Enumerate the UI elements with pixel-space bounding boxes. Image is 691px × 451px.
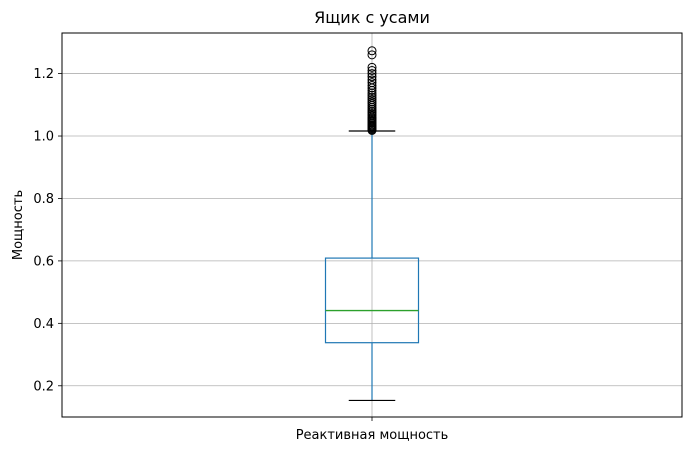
outlier-point [367,90,377,100]
x-tick-label: Реактивная мощность [296,428,449,443]
y-axis-label: Мощность [11,190,26,260]
outlier-point [367,65,377,75]
y-tick-label: 0.6 [33,254,54,269]
outlier-point [367,78,377,88]
outlier-point [367,92,377,102]
outlier-point [367,50,377,60]
y-tick-label: 0.8 [33,192,54,207]
plot-frame [61,32,683,418]
outlier-point [367,46,377,56]
outlier-point [367,88,377,98]
y-tick-label: 1.0 [33,130,54,145]
y-axis-ticks: 0.2 0.4 0.6 0.8 1.0 1.2 [33,67,62,394]
box-group [324,46,420,402]
y-tick-label: 0.2 [33,379,54,394]
x-axis-ticks: Реактивная мощность [296,417,449,443]
y-tick-label: 0.4 [33,317,54,332]
outlier-point [367,72,377,82]
outlier-point [367,94,377,104]
outlier-point [367,75,377,85]
chart-title: Ящик с усами [314,8,430,27]
iqr-box [324,257,420,344]
y-tick-label: 1.2 [33,67,54,82]
outlier-point [367,80,377,90]
outlier-point [367,97,377,107]
outlier-point [367,69,377,79]
outlier-point [367,62,377,72]
